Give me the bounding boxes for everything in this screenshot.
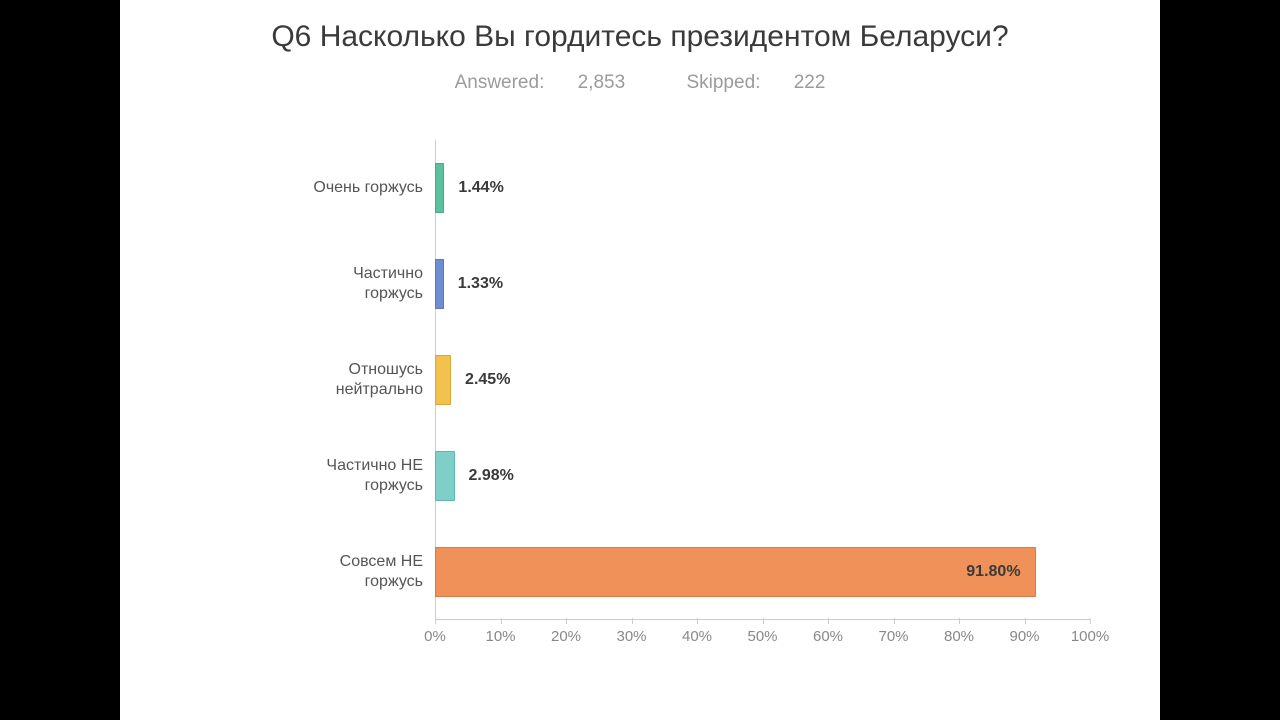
chart-row: Очень горжусь 1.44% bbox=[295, 140, 1090, 236]
x-axis-tick: 30% bbox=[616, 620, 646, 645]
chart-row: Частичногоржусь 1.33% bbox=[295, 236, 1090, 332]
category-label: Частичногоржусь bbox=[295, 264, 435, 304]
bar-track: 2.98% bbox=[435, 428, 1090, 524]
bar bbox=[435, 259, 444, 309]
chart-row: Совсем НЕгоржусь 91.80% bbox=[295, 524, 1090, 620]
bar bbox=[435, 163, 444, 213]
chart-subtitle: Answered: 2,853 Skipped: 222 bbox=[150, 72, 1130, 94]
bar-chart: Очень горжусь 1.44% Частичногоржусь 1.33% От… bbox=[295, 140, 1090, 656]
bar bbox=[435, 451, 455, 501]
bar-track: 2.45% bbox=[435, 332, 1090, 428]
chart-panel: Q6 Насколько Вы гордитесь президентом Бе… bbox=[120, 0, 1160, 720]
bar-track: 91.80% bbox=[435, 524, 1090, 620]
x-axis-tick: 60% bbox=[813, 620, 843, 645]
category-label: Очень горжусь bbox=[295, 178, 435, 198]
x-axis-tick: 10% bbox=[485, 620, 515, 645]
bar-value-label: 2.45% bbox=[465, 371, 510, 389]
x-axis-tick: 20% bbox=[551, 620, 581, 645]
bar bbox=[435, 355, 451, 405]
bar bbox=[435, 547, 1036, 597]
x-axis-tick: 40% bbox=[682, 620, 712, 645]
x-axis-tick: 50% bbox=[747, 620, 777, 645]
bar-value-label: 2.98% bbox=[469, 467, 514, 485]
bar-track: 1.33% bbox=[435, 236, 1090, 332]
x-axis-tick: 0% bbox=[424, 620, 446, 645]
x-axis-tick: 100% bbox=[1071, 620, 1109, 645]
chart-row: Частично НЕгоржусь 2.98% bbox=[295, 428, 1090, 524]
x-axis: 0%10%20%30%40%50%60%70%80%90%100% bbox=[435, 620, 1090, 656]
category-label: Совсем НЕгоржусь bbox=[295, 552, 435, 592]
x-axis-tick: 70% bbox=[878, 620, 908, 645]
bar-value-label: 91.80% bbox=[966, 563, 1020, 581]
x-axis-tick: 80% bbox=[944, 620, 974, 645]
answered-stat: Answered: 2,853 bbox=[441, 72, 645, 93]
skipped-stat: Skipped: 222 bbox=[672, 72, 839, 93]
bar-value-label: 1.44% bbox=[458, 179, 503, 197]
category-label: Частично НЕгоржусь bbox=[295, 456, 435, 496]
chart-title: Q6 Насколько Вы гордитесь президентом Бе… bbox=[150, 20, 1130, 54]
category-label: Отношусьнейтрально bbox=[295, 360, 435, 400]
bar-track: 1.44% bbox=[435, 140, 1090, 236]
x-axis-tick: 90% bbox=[1009, 620, 1039, 645]
chart-row: Отношусьнейтрально 2.45% bbox=[295, 332, 1090, 428]
bar-value-label: 1.33% bbox=[458, 275, 503, 293]
